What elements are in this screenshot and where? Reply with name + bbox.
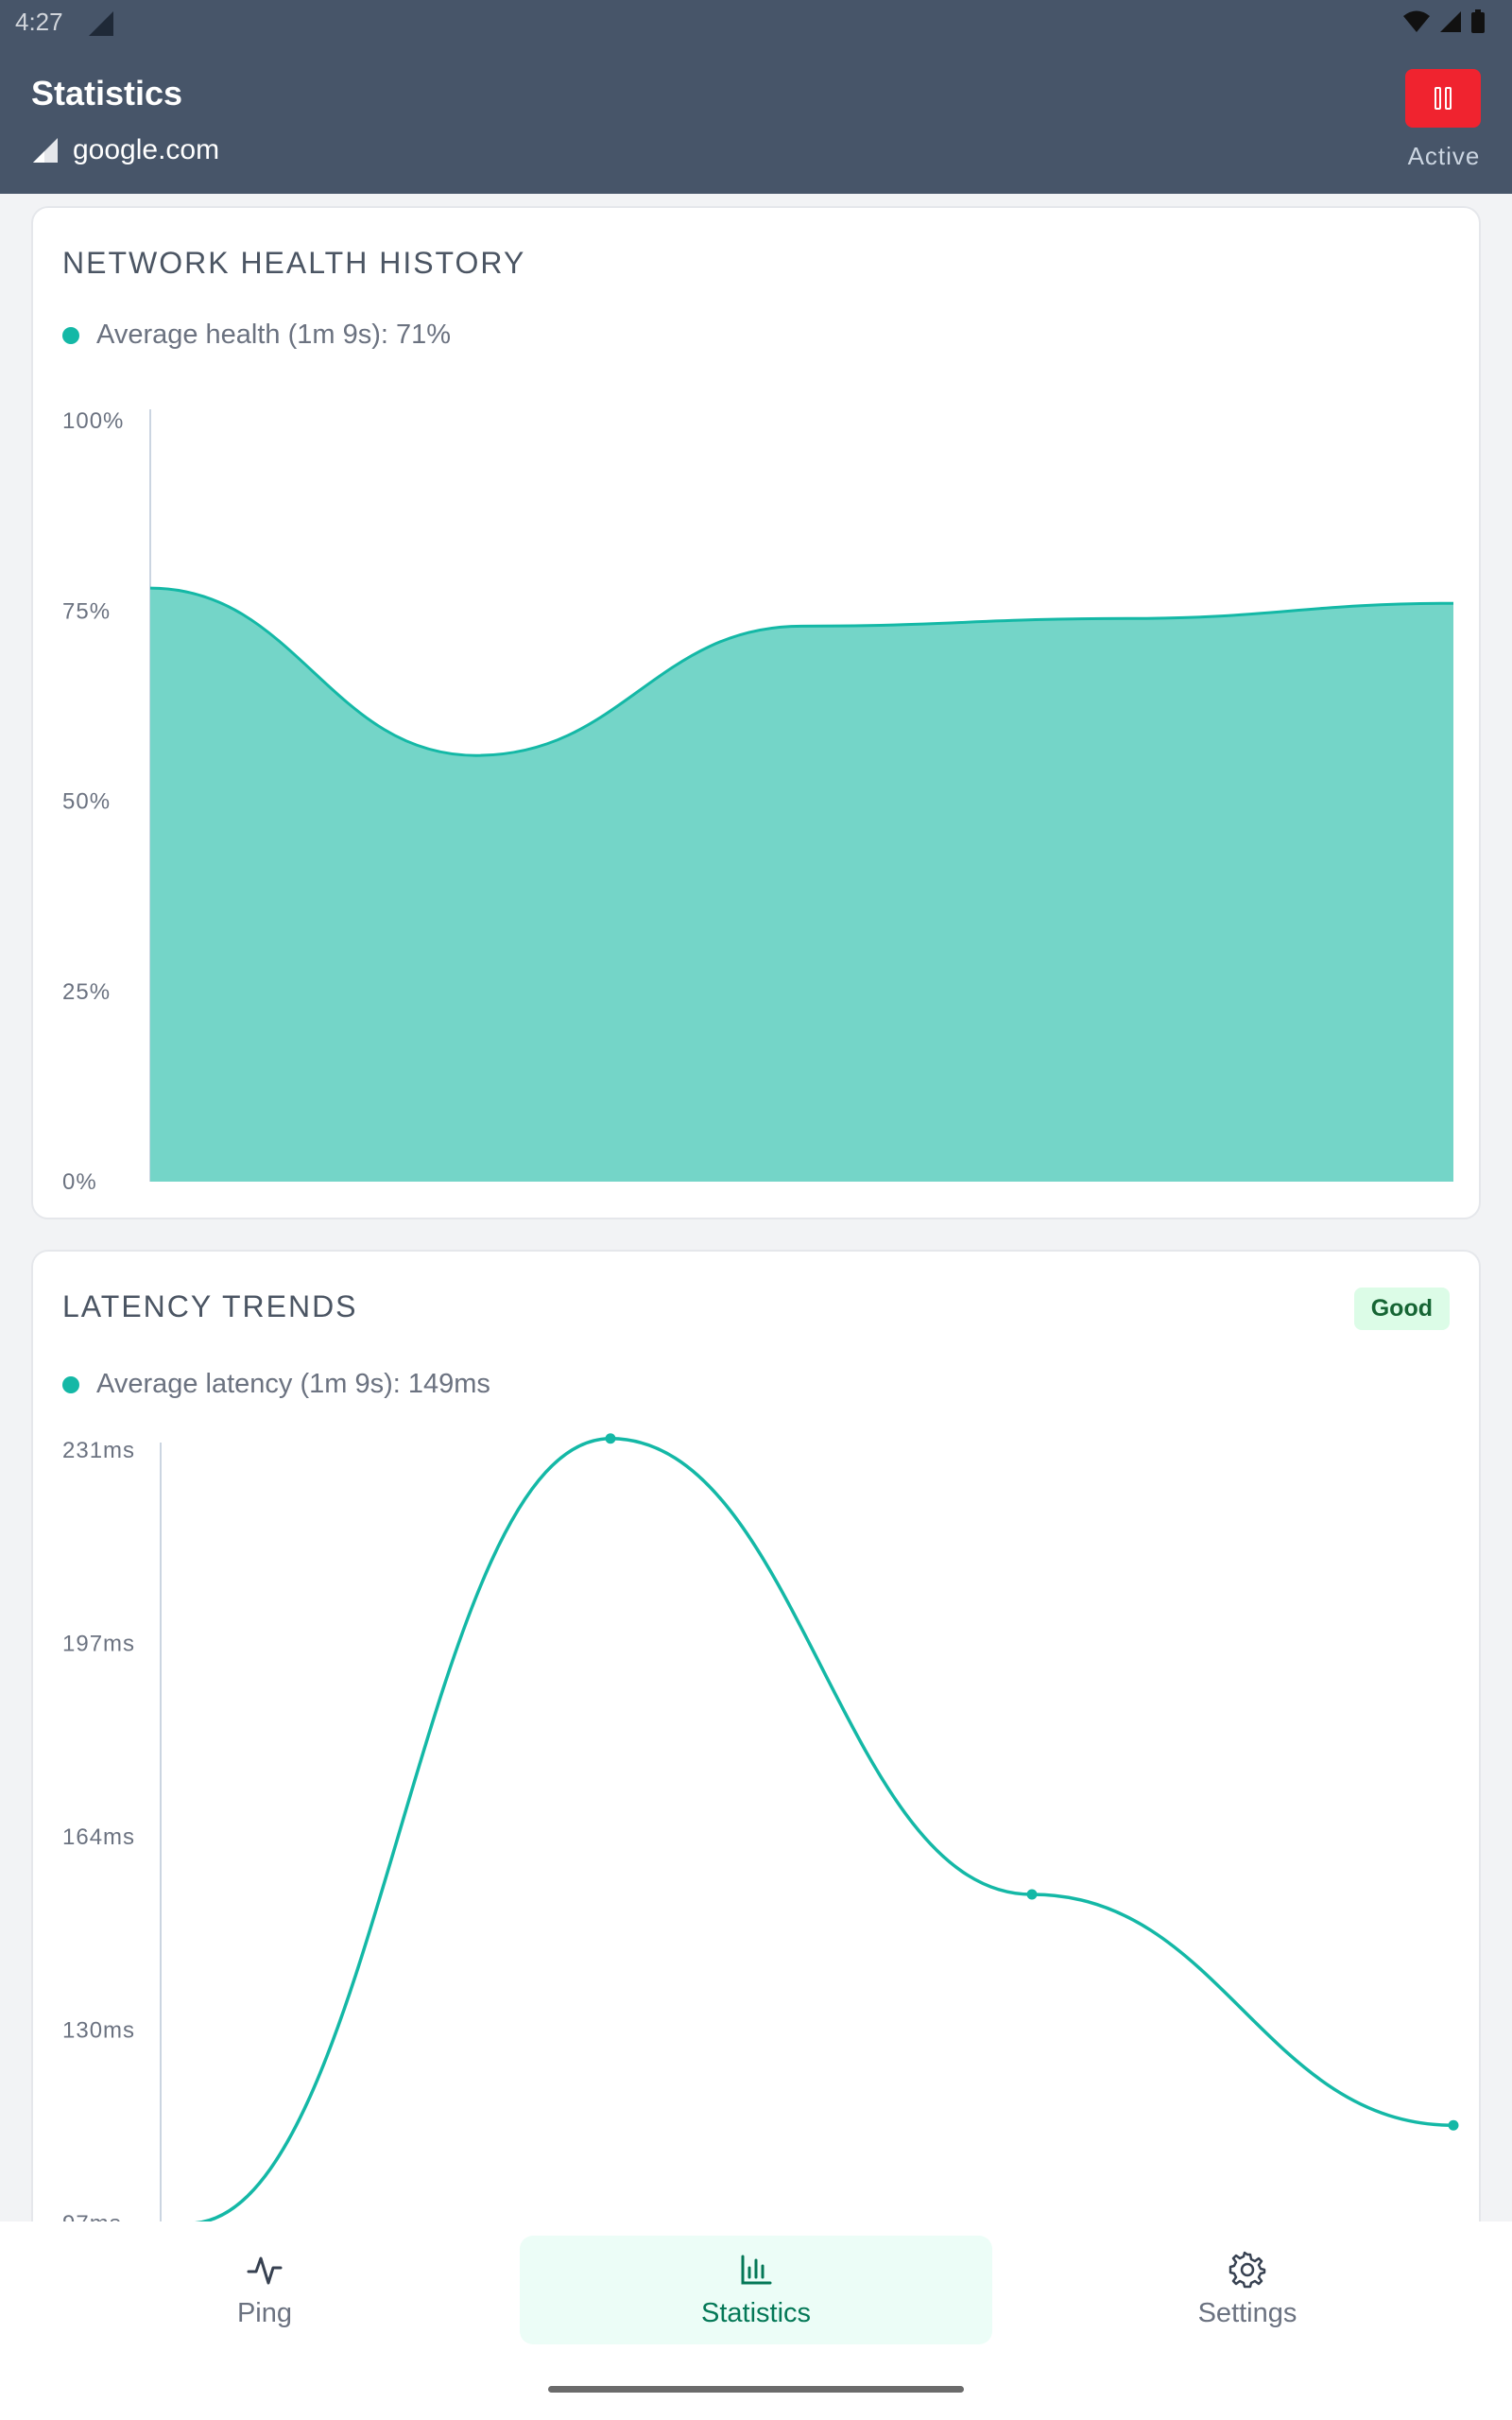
status-icons: [1402, 9, 1486, 34]
latency-point: [1026, 1889, 1038, 1900]
y-tick-label: 25%: [62, 979, 111, 1005]
app-bar: Statistics google.com Active: [0, 47, 1512, 194]
nav-label: Ping: [236, 2298, 293, 2328]
y-tick-label: 100%: [62, 408, 124, 434]
activity-icon: [247, 2256, 283, 2285]
nav-label: Statistics: [700, 2298, 812, 2328]
chart-legend: Average latency (1m 9s): 149ms: [62, 1369, 490, 1400]
home-indicator: [548, 2386, 964, 2393]
chart-legend: Average health (1m 9s): 71%: [62, 320, 451, 351]
legend-dot: [62, 326, 79, 344]
host-name: google.com: [73, 134, 220, 165]
latency-line-chart: 231ms197ms164ms130ms97ms: [62, 1433, 1459, 2237]
signal-strength-icon: [33, 138, 58, 163]
cell-signal-icon: [89, 11, 113, 36]
pause-icon: [1435, 87, 1452, 110]
nav-settings[interactable]: Settings: [1106, 2236, 1389, 2344]
status-bar: 4:27: [0, 0, 1512, 47]
card-title: LATENCY TRENDS: [62, 1289, 358, 1323]
y-tick-label: 0%: [62, 1169, 97, 1195]
legend-dot: [62, 1375, 79, 1393]
page-title: Statistics: [31, 74, 183, 112]
health-line: [149, 586, 1454, 757]
latency-line: [188, 1437, 1454, 2225]
cell-signal-icon: [1440, 11, 1461, 32]
pause-button[interactable]: [1405, 69, 1481, 128]
nav-statistics[interactable]: Statistics: [520, 2236, 992, 2344]
network-health-card: NETWORK HEALTH HISTORY Average health (1…: [31, 206, 1481, 1219]
battery-icon: [1471, 9, 1485, 33]
y-tick-label: 50%: [62, 789, 111, 815]
nav-ping[interactable]: Ping: [123, 2236, 406, 2344]
legend-text: Average latency (1m 9s): 149ms: [96, 1369, 490, 1399]
bar-chart-icon: [741, 2255, 772, 2285]
latency-point: [605, 1433, 616, 1444]
card-title: NETWORK HEALTH HISTORY: [62, 246, 526, 280]
y-tick-label: 130ms: [62, 2018, 135, 2044]
host-row: google.com: [31, 134, 219, 166]
y-tick-label: 231ms: [62, 1438, 135, 1463]
monitor-state-label: Active: [1407, 142, 1481, 170]
y-tick-label: 197ms: [62, 1632, 135, 1657]
legend-text: Average health (1m 9s): 71%: [96, 320, 452, 350]
nav-label: Settings: [1197, 2298, 1297, 2328]
status-badge: Good: [1353, 1288, 1450, 1330]
health-area-chart: 100% 75% 50% 25% 0%: [62, 408, 1454, 1195]
health-area: [150, 588, 1453, 1182]
y-tick-label: 75%: [62, 598, 111, 624]
wifi-icon: [1403, 10, 1430, 32]
gear-icon: [1228, 2251, 1266, 2289]
latency-point: [1448, 2119, 1459, 2131]
y-tick-label: 164ms: [62, 1824, 135, 1850]
status-time: 4:27: [15, 8, 63, 36]
